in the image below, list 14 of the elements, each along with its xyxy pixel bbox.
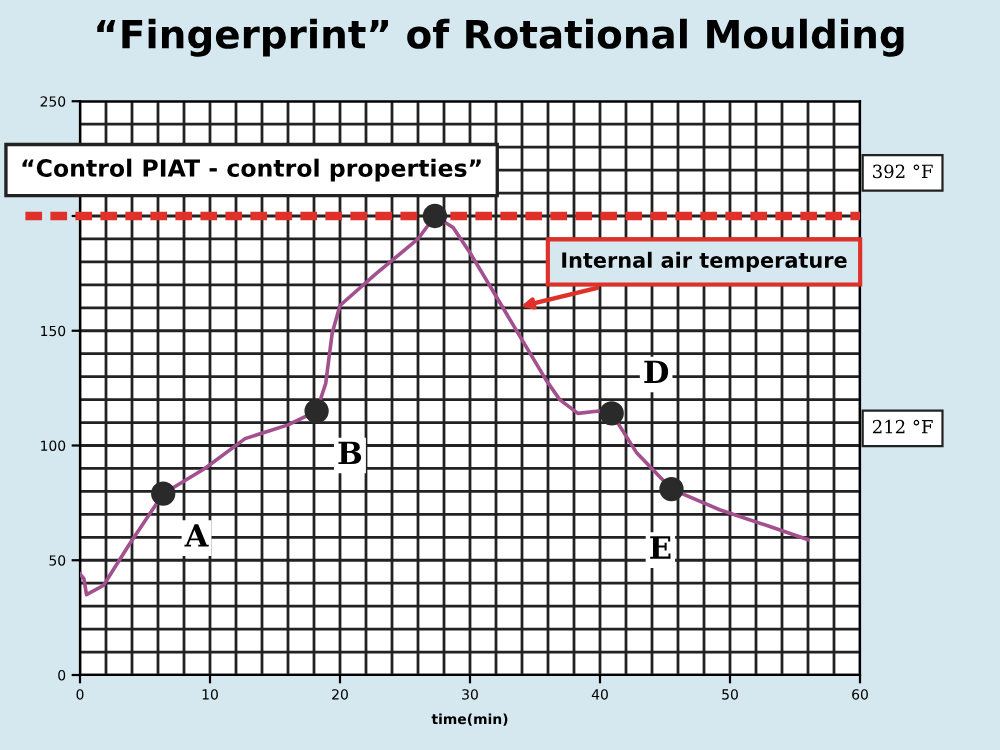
point [599, 401, 624, 426]
point [659, 476, 684, 502]
text: 212 °F [872, 419, 933, 434]
point [422, 203, 448, 229]
annotation: B [338, 441, 362, 464]
point [304, 398, 329, 424]
annotation: A [184, 524, 209, 547]
text: 392 °F [873, 164, 933, 179]
annotation: E [650, 536, 671, 559]
annotation: D [644, 360, 669, 383]
chart-title: “Fingerprint” of Rotational Moulding [97, 18, 904, 57]
point [151, 481, 176, 506]
annotation: Internal air temperature [562, 251, 847, 272]
ref-line-label: “Control PIAT - control properties” [22, 158, 481, 182]
